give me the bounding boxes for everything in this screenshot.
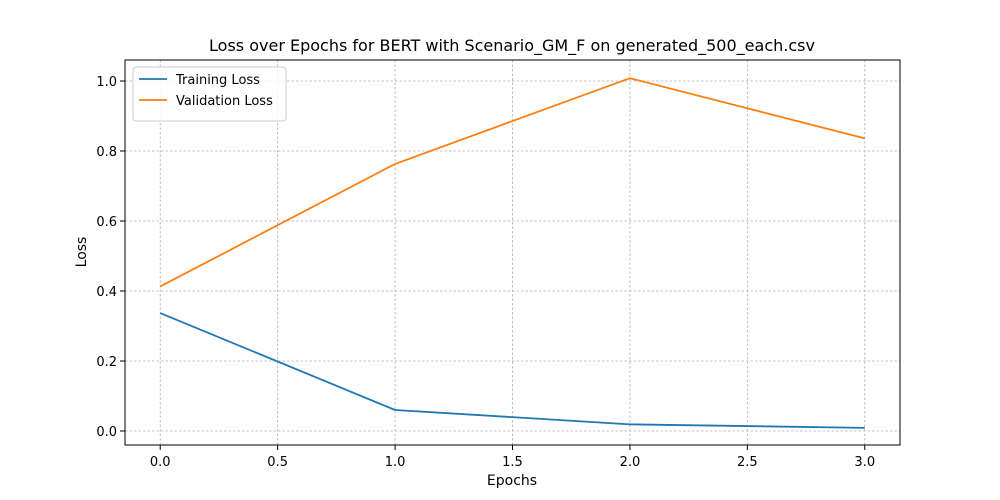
y-tick-label: 0.8 [96, 145, 117, 160]
y-tick-label: 0.2 [96, 355, 117, 370]
legend-label: Training Loss [175, 73, 260, 88]
y-tick-label: 0.6 [96, 215, 117, 230]
legend: Training Loss Validation Loss [132, 66, 287, 122]
legend-frame [132, 66, 287, 122]
grid [125, 60, 900, 445]
chart-title: Loss over Epochs for BERT with Scenario_… [209, 36, 815, 56]
x-tick-label: 0.0 [150, 455, 171, 470]
y-axis: 0.0 0.2 0.4 0.6 0.8 1.0 [96, 75, 125, 440]
series-lines [159, 77, 865, 429]
legend-label: Validation Loss [176, 94, 273, 109]
y-axis-label: Loss [74, 237, 90, 268]
x-axis-label: Epochs [487, 473, 537, 489]
y-tick-label: 0.0 [96, 425, 117, 440]
x-tick-label: 3.0 [854, 455, 875, 470]
y-tick-label: 1.0 [96, 75, 117, 90]
series-line-validation-loss [159, 77, 865, 288]
x-tick-label: 1.0 [385, 455, 406, 470]
x-axis: 0.0 0.5 1.0 1.5 2.0 2.5 3.0 [150, 445, 875, 470]
x-tick-label: 1.5 [502, 455, 523, 470]
x-tick-label: 2.5 [737, 455, 758, 470]
series-line-training-loss [159, 312, 865, 429]
y-tick-label: 0.4 [96, 285, 117, 300]
x-tick-label: 0.5 [267, 455, 288, 470]
x-tick-label: 2.0 [620, 455, 641, 470]
